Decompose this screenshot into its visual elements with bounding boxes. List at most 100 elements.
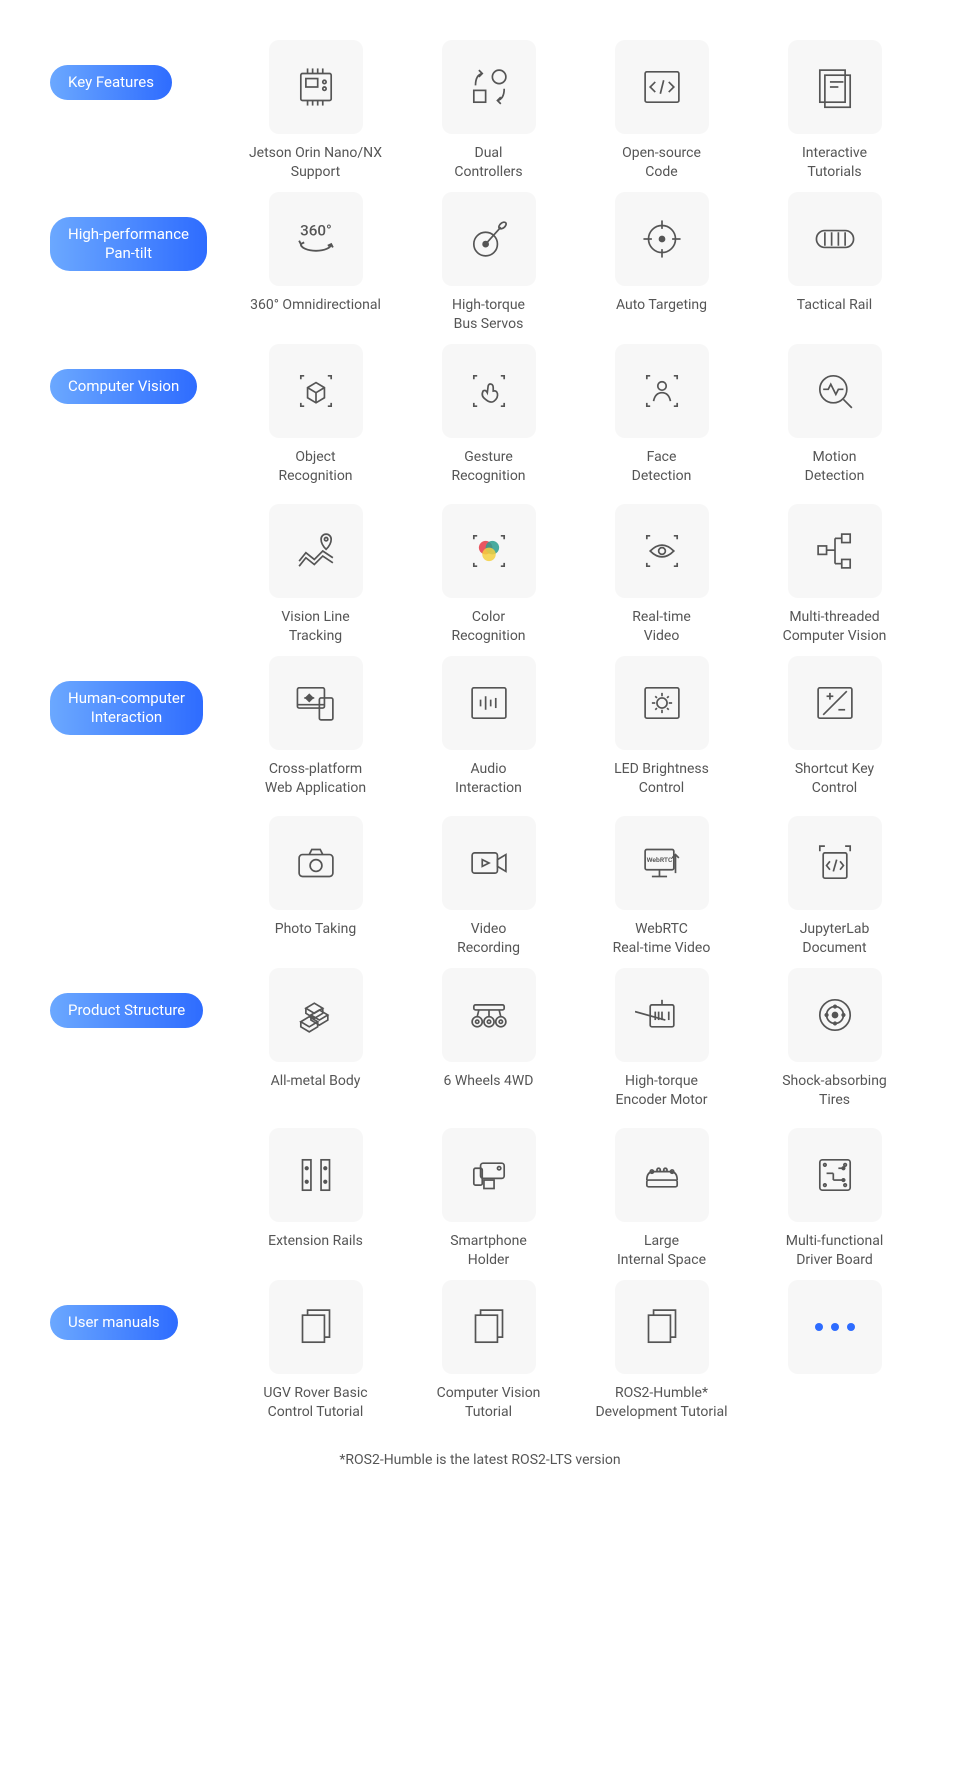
person-scan-icon [615,344,709,438]
feature-label: Cross-platform Web Application [265,760,366,798]
feature-label: LED Brightness Control [614,760,709,798]
feature-label: WebRTC Real-time Video [613,920,711,958]
chassis-icon [615,1128,709,1222]
feature-label: Open-source Code [622,144,701,182]
route-pin-icon [269,504,363,598]
features-grid: All-metal Body 6 Wheels 4WD High-torque … [240,968,910,1270]
section-product-structure: Product Structure All-metal Body 6 Wheel… [50,968,910,1270]
feature-item: Auto Targeting [586,192,737,334]
section-pill: User manuals [50,1305,178,1340]
crosshair-icon [615,192,709,286]
features-grid: Object Recognition Gesture Recognition F… [240,344,910,646]
feature-label: UGV Rover Basic Control Tutorial [263,1384,367,1422]
feature-label: All-metal Body [271,1072,361,1110]
feature-label: High-torque Encoder Motor [616,1072,708,1110]
feature-label: High-torque Bus Servos [452,296,525,334]
feature-label: Auto Targeting [616,296,707,334]
feature-item: Computer Vision Tutorial [413,1280,564,1422]
feature-item: Gesture Recognition [413,344,564,486]
feature-item: Object Recognition [240,344,391,486]
section-pill: Computer Vision [50,369,197,404]
feature-label: Face Detection [632,448,692,486]
feature-label: Photo Taking [275,920,356,958]
feature-label: Multi-threaded Computer Vision [783,608,887,646]
feature-label: Extension Rails [268,1232,363,1270]
tutorial-icon [788,40,882,134]
feature-item: LED Brightness Control [586,656,737,798]
feature-label: Motion Detection [805,448,865,486]
feature-item: Extension Rails [240,1128,391,1270]
feature-item: Jetson Orin Nano/NX Support [240,40,391,182]
docs-icon [615,1280,709,1374]
docs-icon [442,1280,536,1374]
videocam-icon [442,816,536,910]
code-doc-icon [788,816,882,910]
feature-item: Shortcut Key Control [759,656,910,798]
cube-scan-icon [269,344,363,438]
feature-label: Dual Controllers [454,144,522,182]
feature-label: Real-time Video [632,608,691,646]
feature-item: ROS2-Humble* Development Tutorial [586,1280,737,1422]
driver-board-icon [788,1128,882,1222]
bars3d-icon [269,968,363,1062]
feature-label: Audio Interaction [455,760,522,798]
brightness-icon [615,656,709,750]
audio-bars-icon [442,656,536,750]
feature-item: Shock-absorbing Tires [759,968,910,1110]
features-grid: Jetson Orin Nano/NX Support Dual Control… [240,40,910,182]
feature-item: Open-source Code [586,40,737,182]
feature-item: High-torque Encoder Motor [586,968,737,1110]
feature-item: Face Detection [586,344,737,486]
features-grid: UGV Rover Basic Control Tutorial Compute… [240,1280,910,1422]
feature-item: Real-time Video [586,504,737,646]
feature-item: Tactical Rail [759,192,910,334]
feature-item: Color Recognition [413,504,564,646]
webrtc-icon: WebRTC [615,816,709,910]
feature-item: JupyterLab Document [759,816,910,958]
board-icon [269,40,363,134]
feature-label: Interactive Tutorials [802,144,867,182]
section-pan-tilt: High-performance Pan-tilt 360° 360° Omni… [50,192,910,334]
feature-item: Photo Taking [240,816,391,958]
svg-text:360°: 360° [300,222,332,240]
feature-label: Video Recording [457,920,520,958]
ext-rails-icon [269,1128,363,1222]
servo-icon [442,192,536,286]
feature-item: 6 Wheels 4WD [413,968,564,1110]
section-hci: Human-computer Interaction Cross-platfor… [50,656,910,958]
feature-label: Computer Vision Tutorial [437,1384,541,1422]
feature-label: Gesture Recognition [451,448,525,486]
feature-label: 6 Wheels 4WD [444,1072,534,1110]
phone-holder-icon [442,1128,536,1222]
feature-item: Cross-platform Web Application [240,656,391,798]
pulse-search-icon [788,344,882,438]
section-pill: High-performance Pan-tilt [50,217,207,271]
feature-label: JupyterLab Document [800,920,870,958]
feature-item: Motion Detection [759,344,910,486]
feature-item: High-torque Bus Servos [413,192,564,334]
feature-label: Tactical Rail [797,296,872,334]
camera-icon [269,816,363,910]
eye-scan-icon [615,504,709,598]
section-label: Key Features [50,65,210,100]
section-label: Product Structure [50,993,210,1028]
feature-item: Interactive Tutorials [759,40,910,182]
section-label: Human-computer Interaction [50,681,210,735]
features-grid: Cross-platform Web Application Audio Int… [240,656,910,958]
feature-label: Shock-absorbing Tires [782,1072,887,1110]
feature-label: 360° Omnidirectional [250,296,381,334]
section-pill: Product Structure [50,993,203,1028]
feature-label: Smartphone Holder [450,1232,527,1270]
section-pill: Human-computer Interaction [50,681,203,735]
section-key-features: Key Features Jetson Orin Nano/NX Support… [50,40,910,182]
tire-icon [788,968,882,1062]
more-dots-icon [788,1280,882,1374]
feature-label: Object Recognition [278,448,352,486]
feature-label: ROS2-Humble* Development Tutorial [595,1384,727,1422]
feature-item: Smartphone Holder [413,1128,564,1270]
feature-item [759,1280,910,1422]
feature-item: Video Recording [413,816,564,958]
feature-item: WebRTC WebRTC Real-time Video [586,816,737,958]
plusminus-icon [788,656,882,750]
wheels6-icon [442,968,536,1062]
